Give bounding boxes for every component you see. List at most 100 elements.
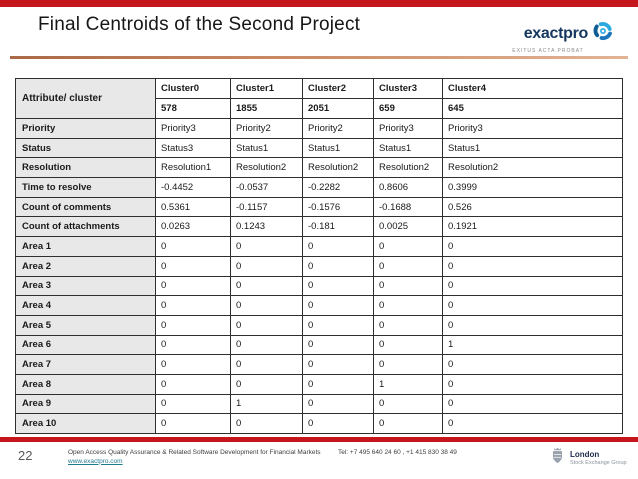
table-cell: 1 (373, 373, 443, 395)
column-header: Cluster0 (155, 78, 231, 99)
table-cell: 0 (155, 334, 231, 356)
table-row: Resolution Resolution1 Resolution2 Resoluti… (15, 157, 623, 179)
table-cell: 0 (155, 275, 231, 297)
table-body: Priority Priority3 Priority2 Priority2 Prior… (15, 118, 623, 434)
table-cell: 0 (302, 275, 374, 297)
table-cell: 0 (373, 295, 443, 316)
table-cell: -0.2282 (302, 177, 374, 198)
corner-header: Attribute/ cluster (15, 78, 156, 119)
table-cell: 0.8606 (373, 177, 443, 198)
row-label: Area 6 (15, 334, 156, 356)
table-cell: 0 (302, 334, 374, 356)
column-header: Cluster2 (302, 78, 374, 99)
table-cell: 0 (302, 354, 374, 375)
table-cell: 0.5361 (155, 196, 231, 218)
footer-telephone: Tel: +7 495 640 24 60 , +1 415 830 38 49 (338, 449, 457, 456)
page-title: Final Centroids of the Second Project (38, 14, 361, 35)
table-row: Priority Priority3 Priority2 Priority2 Prior… (15, 118, 623, 139)
cluster-count: 645 (442, 98, 623, 119)
row-label: Area 10 (15, 413, 156, 434)
lse-crest-icon (549, 447, 566, 470)
table-cell: Resolution2 (373, 157, 443, 179)
table-cell: 0 (302, 413, 374, 434)
table-cell: 0 (155, 295, 231, 316)
row-label: Count of comments (15, 196, 156, 218)
table-cell: Status1 (442, 137, 623, 159)
top-red-bar (0, 0, 638, 7)
lse-group: Stock Exchange Group (570, 459, 627, 466)
table-cell: Status1 (373, 137, 443, 159)
table-cell: 0 (442, 393, 623, 415)
table-cell: Resolution2 (442, 157, 623, 179)
centroids-table-wrap: Attribute/ cluster Cluster0 Cluster1 Clu… (15, 78, 623, 434)
table-row: Count of attachments 0.0263 0.1243 -0.181 0.… (15, 216, 623, 238)
footer-description-text: Open Access Quality Assurance & Related … (68, 449, 321, 456)
row-label: Area 7 (15, 354, 156, 375)
cluster-count: 1855 (230, 98, 303, 119)
table-cell: 0 (230, 314, 303, 336)
page-number: 22 (18, 448, 33, 463)
row-label: Area 8 (15, 373, 156, 395)
row-label: Status (15, 137, 156, 159)
table-cell: Priority3 (442, 118, 623, 139)
table-cell: 0 (230, 373, 303, 395)
table-cell: 0.0025 (373, 216, 443, 238)
table-cell: 0 (442, 373, 623, 395)
footer-red-bar (0, 437, 638, 442)
exactpro-logo-text: exactpro (523, 24, 589, 42)
table-cell: 0 (373, 236, 443, 257)
table-cell: 0 (155, 314, 231, 336)
table-cell: Resolution1 (155, 157, 231, 179)
table-cell: -0.0537 (230, 177, 303, 198)
table-cell: 0 (230, 236, 303, 257)
table-cell: 0 (155, 354, 231, 375)
row-label: Area 5 (15, 314, 156, 336)
cluster-count: 659 (373, 98, 443, 119)
table-cell: 0 (155, 255, 231, 277)
footer-description: Open Access Quality Assurance & Related … (68, 449, 340, 466)
table-cell: 0 (302, 295, 374, 316)
table-cell: Priority3 (155, 118, 231, 139)
table-cell: 0 (373, 334, 443, 356)
table-cell: 0 (373, 393, 443, 415)
centroids-table: Attribute/ cluster Cluster0 Cluster1 Clu… (15, 78, 623, 434)
table-cell: Priority3 (373, 118, 443, 139)
table-cell: -0.1576 (302, 196, 374, 218)
cluster-count: 578 (155, 98, 231, 119)
row-label: Area 1 (15, 236, 156, 257)
table-cell: Priority2 (230, 118, 303, 139)
table-cell: 0 (442, 413, 623, 434)
title-underline (10, 56, 628, 59)
row-label: Time to resolve (15, 177, 156, 198)
table-header-row: Attribute/ cluster Cluster0 Cluster1 Clu… (15, 78, 623, 119)
table-cell: 0 (442, 354, 623, 375)
exactpro-logo-icon (592, 20, 614, 47)
column-header: Cluster3 (373, 78, 443, 99)
table-cell: 1 (442, 334, 623, 356)
table-row: Status Status3 Status1 Status1 Status1 Status… (15, 137, 623, 159)
table-row: Count of comments 0.5361 -0.1157 -0.1576 -0.… (15, 196, 623, 218)
table-cell: 0 (302, 373, 374, 395)
footer-link[interactable]: www.exactpro.com (68, 457, 123, 465)
table-cell: Status1 (302, 137, 374, 159)
table-cell: 0 (155, 393, 231, 415)
table-cell: 0.0263 (155, 216, 231, 238)
table-cell: 0 (230, 413, 303, 434)
table-cell: 0 (442, 236, 623, 257)
table-cell: 0 (442, 275, 623, 297)
table-cell: 0 (230, 275, 303, 297)
table-cell: Priority2 (302, 118, 374, 139)
column-header: Cluster4 (442, 78, 623, 99)
table-cell: 0 (230, 354, 303, 375)
table-cell: 0 (155, 236, 231, 257)
table-counts-row: 578 1855 2051 659 645 (16, 98, 623, 119)
table-cell: 0 (230, 295, 303, 316)
row-label: Area 9 (15, 393, 156, 415)
